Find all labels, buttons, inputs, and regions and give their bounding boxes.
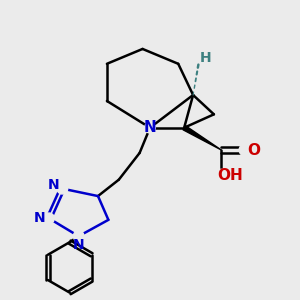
Text: N: N	[73, 238, 85, 251]
Text: OH: OH	[218, 168, 243, 183]
Circle shape	[239, 144, 251, 156]
Text: N: N	[34, 212, 46, 225]
Circle shape	[215, 169, 227, 181]
Text: H: H	[200, 52, 212, 65]
Circle shape	[57, 183, 68, 194]
Text: N: N	[144, 120, 156, 135]
Polygon shape	[183, 126, 221, 150]
Circle shape	[73, 231, 84, 242]
Text: N: N	[48, 178, 60, 192]
Circle shape	[44, 213, 54, 224]
Circle shape	[145, 122, 155, 133]
Text: O: O	[248, 142, 260, 158]
